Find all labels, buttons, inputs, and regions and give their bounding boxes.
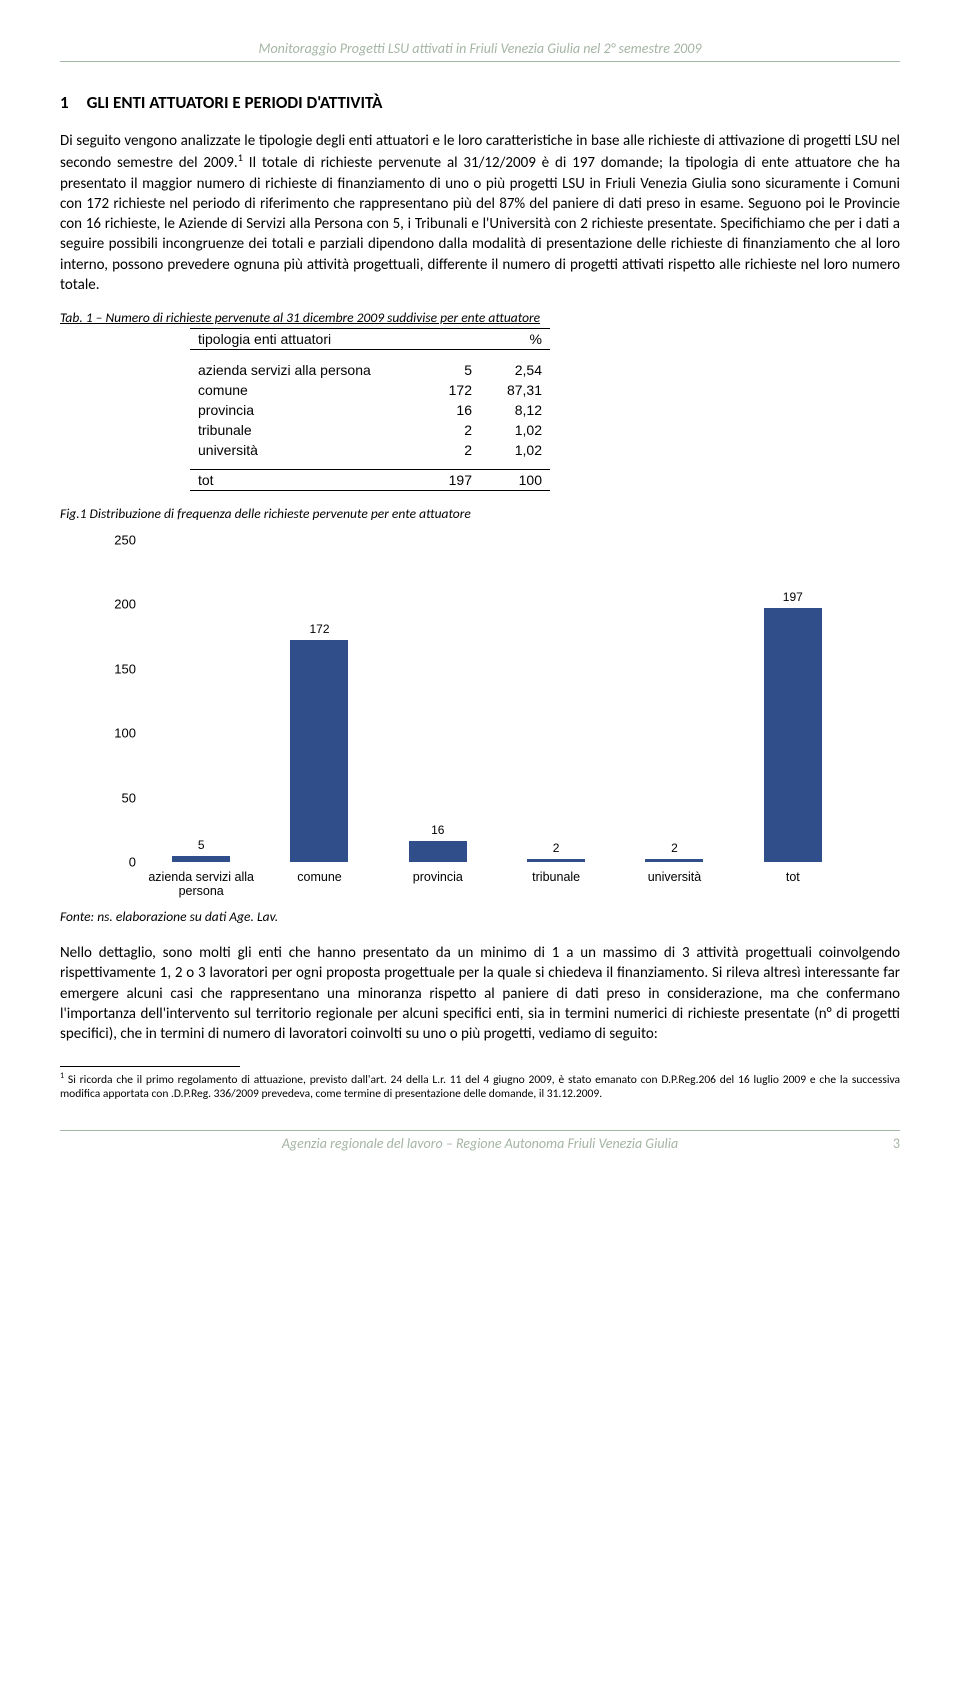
table-header-col1: tipologia enti attuatori [190, 329, 410, 350]
bar-value-label: 16 [409, 823, 467, 837]
chart-bar: 2 [527, 859, 585, 862]
footnote-ref-1: 1 [238, 151, 243, 164]
x-axis-label: azienda servizi alla persona [142, 866, 260, 902]
chart-bar: 16 [409, 841, 467, 862]
x-axis-label: tot [734, 866, 852, 902]
table-row: università 2 1,02 [190, 440, 550, 460]
bar-value-label: 172 [290, 622, 348, 636]
table-enti: tipologia enti attuatori % azienda servi… [190, 328, 550, 491]
y-axis-tick: 200 [102, 597, 136, 612]
page-number: 3 [893, 1135, 900, 1152]
table-header-col3: % [480, 329, 550, 350]
bar-value-label: 5 [172, 838, 230, 852]
table-row: tribunale 2 1,02 [190, 420, 550, 440]
chart-bar: 197 [764, 608, 822, 862]
section-title: GLI ENTI ATTUATORI E PERIODI D'ATTIVITÀ [87, 92, 383, 113]
bar-chart: 5 172 16 2 2 197 0 50 100 150 200 250 azienda serv… [100, 532, 860, 902]
y-axis-tick: 100 [102, 726, 136, 741]
chart-bar: 2 [645, 859, 703, 862]
chart-bar: 172 [290, 640, 348, 862]
x-axis-label: comune [260, 866, 378, 902]
table-caption: Tab. 1 – Numero di richieste pervenute a… [60, 309, 900, 326]
section-number: 1 [60, 92, 69, 113]
chart-bar: 5 [172, 856, 230, 862]
page-header: Monitoraggio Progetti LSU attivati in Fr… [60, 40, 900, 62]
paragraph-2: Nello dettaglio, sono molti gli enti che… [60, 943, 900, 1044]
table-row: azienda servizi alla persona 5 2,54 [190, 360, 550, 380]
y-axis-tick: 250 [102, 533, 136, 548]
table-row: provincia 16 8,12 [190, 400, 550, 420]
y-axis-tick: 150 [102, 661, 136, 676]
table-total-row: tot 197 100 [190, 470, 550, 491]
y-axis-tick: 50 [102, 790, 136, 805]
paragraph-1: Di seguito vengono analizzate le tipolog… [60, 131, 900, 295]
footnote-1: 1 Si ricorda che il primo regolamento di… [60, 1071, 900, 1102]
x-axis-label: tribunale [497, 866, 615, 902]
bar-value-label: 2 [645, 841, 703, 855]
chart-source: Fonte: ns. elaborazione su dati Age. Lav… [60, 908, 900, 925]
bar-value-label: 197 [764, 590, 822, 604]
footnote-separator [60, 1066, 240, 1067]
bar-value-label: 2 [527, 841, 585, 855]
x-axis-label: provincia [379, 866, 497, 902]
x-axis-label: università [615, 866, 733, 902]
section-heading: 1 GLI ENTI ATTUATORI E PERIODI D'ATTIVIT… [60, 92, 900, 113]
table-row: comune 172 87,31 [190, 380, 550, 400]
page-footer: Agenzia regionale del lavoro – Regione A… [60, 1130, 900, 1152]
figure-caption: Fig.1 Distribuzione di frequenza delle r… [60, 505, 900, 522]
y-axis-tick: 0 [102, 855, 136, 870]
